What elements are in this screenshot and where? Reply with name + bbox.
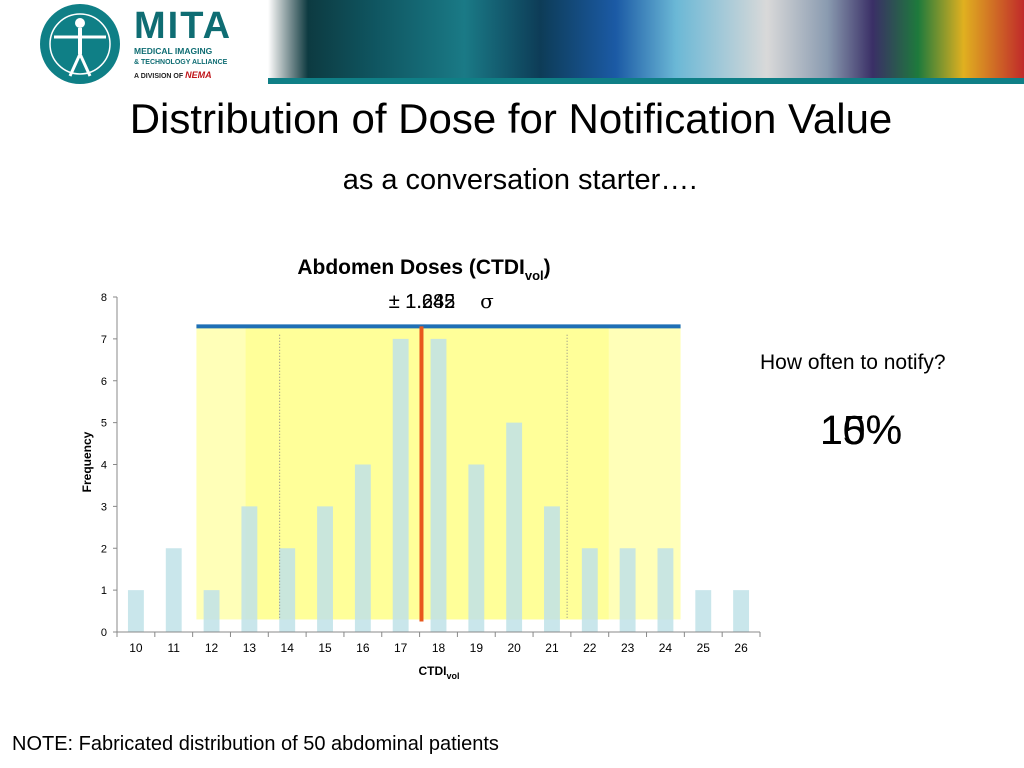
x-tick-label-25: 25 (697, 641, 711, 655)
x-tick-label-24: 24 (659, 641, 673, 655)
x-axis-label: CTDIvol (418, 664, 459, 681)
abdomen-dose-histogram: Abdomen Doses (CTDIvol) ± 1.282 ± 1.645 … (80, 256, 761, 681)
y-tick-label-6: 6 (101, 376, 107, 388)
y-tick-label-2: 2 (101, 543, 107, 555)
x-tick-label-22: 22 (583, 641, 597, 655)
vitruvian-figure-icon (49, 13, 111, 77)
x-tick-label-19: 19 (470, 641, 484, 655)
y-tick-label-0: 0 (101, 627, 107, 639)
x-axis-label-main: CTDI (418, 664, 446, 678)
y-tick-label-8: 8 (101, 292, 107, 304)
chart-title-subscript: vol (525, 268, 544, 283)
x-tick-label-18: 18 (432, 641, 446, 655)
bar-23 (619, 548, 636, 632)
slide-title: Distribution of Dose for Notification Va… (129, 95, 893, 142)
bar-19 (468, 464, 485, 632)
bar-15 (317, 506, 333, 632)
y-axis-label: Frequency (80, 431, 94, 492)
sigma-multiplier-a: ± 1.282 (389, 291, 456, 313)
sigma-annotation: ± 1.282 ± 1.645 σ (389, 289, 494, 313)
partner-logo: NEMA (185, 70, 212, 80)
x-tick-label-21: 21 (545, 641, 559, 655)
slide-subtitle: as a conversation starter…. (342, 164, 698, 196)
bar-21 (544, 506, 560, 632)
x-tick-label-14: 14 (281, 641, 295, 655)
y-tick-label-7: 7 (101, 334, 107, 346)
sigma-symbol: σ (480, 289, 494, 313)
chart-title-end: ) (544, 256, 551, 279)
bar-22 (581, 548, 598, 632)
x-tick-label-10: 10 (129, 641, 143, 655)
banner-underline (268, 78, 1024, 84)
x-tick-label-13: 13 (243, 641, 257, 655)
bar-20 (506, 422, 523, 632)
medical-imaging-collage (268, 0, 1024, 84)
y-tick-label-5: 5 (101, 418, 107, 430)
brand-name: MITA (134, 5, 233, 47)
bar-26 (733, 590, 750, 632)
y-tick-label-4: 4 (101, 460, 107, 472)
x-tick-label-15: 15 (318, 641, 332, 655)
collage-fade (268, 0, 308, 84)
division-line: A DIVISION OF NEMA (134, 71, 212, 81)
bar-13 (241, 506, 258, 632)
brand-tagline-2: & TECHNOLOGY ALLIANCE (134, 59, 228, 66)
logo-emblem (40, 4, 120, 84)
percentage-value-1: 10% (820, 407, 903, 453)
x-tick-label-11: 11 (168, 641, 181, 655)
bar-10 (127, 590, 144, 632)
chart-title: Abdomen Doses (CTDIvol) (297, 256, 550, 283)
bar-18 (430, 338, 447, 632)
sigma-multiplier-b: ± 1.645 (389, 291, 456, 313)
bar-11 (165, 548, 182, 632)
bar-25 (695, 590, 712, 632)
x-axis-label-subscript: vol (446, 671, 459, 681)
division-prefix: A DIVISION OF (134, 73, 184, 80)
x-tick-label-12: 12 (205, 641, 219, 655)
brand-tagline-1: MEDICAL IMAGING (134, 46, 213, 56)
bar-24 (657, 548, 674, 632)
y-tick-label-1: 1 (101, 585, 107, 597)
header-banner: MITA MEDICAL IMAGING & TECHNOLOGY ALLIAN… (0, 0, 1024, 84)
bar-17 (392, 338, 409, 632)
y-tick-label-3: 3 (101, 501, 107, 513)
x-tick-label-20: 20 (507, 641, 521, 655)
percentage-value-2: 15% (820, 407, 903, 453)
bar-14 (279, 548, 296, 632)
footnote: NOTE: Fabricated distribution of 50 abdo… (12, 733, 499, 755)
x-tick-label-23: 23 (621, 641, 635, 655)
x-tick-label-17: 17 (394, 641, 408, 655)
chart-title-main: Abdomen Doses (CTDI (297, 256, 525, 279)
notify-percentages: 10% 15% (820, 406, 920, 456)
bar-12 (203, 590, 220, 632)
x-tick-label-26: 26 (734, 641, 748, 655)
x-tick-label-16: 16 (356, 641, 370, 655)
bar-16 (354, 464, 371, 632)
notify-question: How often to notify? (760, 351, 946, 374)
